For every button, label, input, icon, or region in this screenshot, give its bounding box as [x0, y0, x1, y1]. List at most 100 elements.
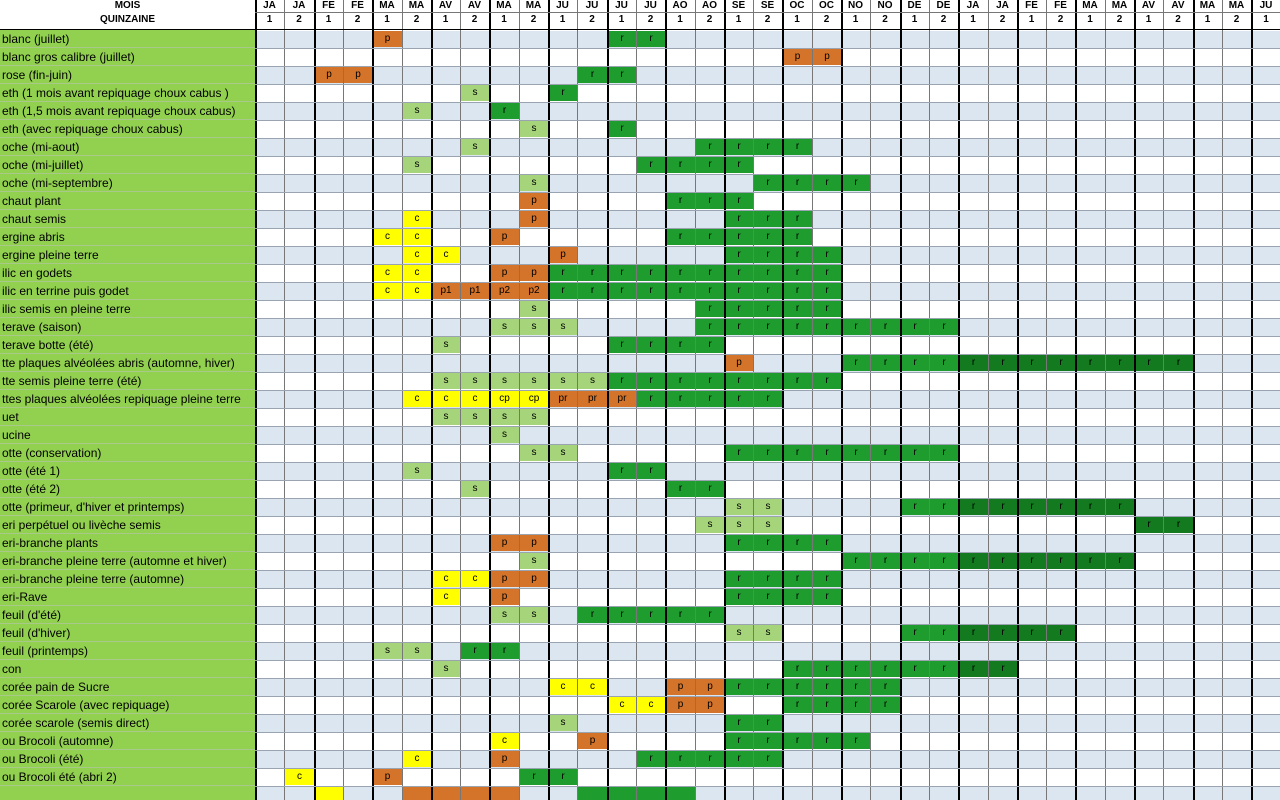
plan-cell-r[interactable]: r — [813, 589, 841, 605]
plan-cell-s[interactable]: s — [403, 157, 431, 173]
plan-cell-d[interactable]: r — [1106, 499, 1134, 515]
plan-cell-s[interactable]: s — [725, 499, 753, 515]
plan-cell-c[interactable]: c — [285, 769, 314, 785]
plan-cell-r[interactable]: r — [666, 481, 695, 497]
plan-cell-r[interactable]: r — [666, 391, 695, 407]
plan-cell-c[interactable]: c — [490, 733, 519, 749]
plan-cell-s[interactable]: s — [520, 121, 548, 137]
plan-cell-r[interactable]: r — [696, 391, 724, 407]
plan-cell-r[interactable]: r — [461, 643, 489, 659]
plan-cell-r[interactable]: r — [725, 265, 753, 281]
plan-cell-r[interactable]: r — [549, 265, 577, 281]
plan-cell-r[interactable]: r — [813, 661, 841, 677]
plan-cell-r[interactable]: r — [754, 589, 782, 605]
plan-cell-p[interactable]: p — [549, 247, 577, 263]
plan-cell-d[interactable]: r — [1076, 355, 1105, 371]
plan-cell-r[interactable]: r — [578, 283, 607, 299]
plan-cell-c[interactable]: c — [403, 391, 431, 407]
plan-cell-p[interactable] — [490, 787, 519, 800]
plan-cell-s[interactable]: s — [461, 481, 489, 497]
plan-cell-d[interactable]: r — [1106, 355, 1134, 371]
plan-cell-r[interactable]: r — [666, 283, 695, 299]
plan-cell-d[interactable]: r — [1018, 355, 1046, 371]
plan-cell-r[interactable]: r — [725, 733, 753, 749]
plan-cell-c[interactable]: c — [432, 589, 460, 605]
plan-cell-c[interactable]: c — [432, 571, 460, 587]
plan-cell-r[interactable]: r — [783, 211, 812, 227]
plan-cell-c[interactable]: c — [578, 679, 607, 695]
plan-cell-r[interactable]: r — [725, 247, 753, 263]
plan-cell-r[interactable]: r — [871, 661, 900, 677]
plan-cell-s[interactable]: s — [461, 409, 489, 425]
plan-cell-p[interactable]: p — [725, 355, 753, 371]
plan-cell-p[interactable]: pr — [549, 391, 577, 407]
plan-cell-r[interactable]: r — [666, 607, 695, 623]
plan-cell-r[interactable]: r — [725, 679, 753, 695]
plan-cell-r[interactable]: r — [696, 607, 724, 623]
plan-cell-r[interactable]: r — [725, 211, 753, 227]
plan-cell-r[interactable]: r — [783, 679, 812, 695]
plan-cell-r[interactable]: r — [901, 553, 929, 569]
plan-cell-s[interactable]: s — [520, 319, 548, 335]
plan-cell-r[interactable]: r — [725, 391, 753, 407]
plan-cell-p[interactable]: p — [783, 49, 812, 65]
plan-cell-r[interactable]: r — [490, 643, 519, 659]
plan-cell-d[interactable]: r — [959, 355, 988, 371]
plan-cell-r[interactable]: r — [842, 733, 870, 749]
plan-cell-r[interactable] — [608, 787, 636, 800]
plan-cell-r[interactable]: r — [608, 283, 636, 299]
plan-cell-r[interactable]: r — [725, 193, 753, 209]
plan-cell-r[interactable]: r — [783, 319, 812, 335]
plan-cell-r[interactable]: r — [754, 139, 782, 155]
plan-cell-d[interactable]: r — [1076, 553, 1105, 569]
plan-cell-r[interactable]: r — [725, 751, 753, 767]
plan-cell-r[interactable]: r — [813, 247, 841, 263]
plan-cell-d[interactable]: r — [959, 499, 988, 515]
plan-cell-s[interactable]: s — [725, 625, 753, 641]
plan-cell-r[interactable]: r — [637, 337, 665, 353]
plan-cell-p[interactable]: p — [373, 769, 402, 785]
plan-cell-p[interactable]: p — [490, 265, 519, 281]
plan-cell-r[interactable]: r — [813, 697, 841, 713]
plan-cell-s[interactable]: s — [549, 445, 577, 461]
plan-cell-s[interactable]: s — [490, 373, 519, 389]
plan-cell-s[interactable]: s — [754, 499, 782, 515]
plan-cell-r[interactable]: r — [813, 283, 841, 299]
plan-cell-r[interactable]: r — [930, 661, 958, 677]
plan-cell-d[interactable]: r — [1047, 625, 1075, 641]
plan-cell-c[interactable]: c — [432, 391, 460, 407]
plan-cell-r[interactable]: r — [871, 319, 900, 335]
plan-cell-d[interactable]: r — [1047, 499, 1075, 515]
plan-cell-r[interactable]: r — [696, 265, 724, 281]
plan-cell-r[interactable]: r — [608, 337, 636, 353]
plan-cell-r[interactable]: r — [813, 571, 841, 587]
plan-cell-r[interactable]: r — [930, 319, 958, 335]
plan-cell-r[interactable]: r — [696, 139, 724, 155]
plan-cell-c[interactable]: c — [373, 283, 402, 299]
plan-cell-s[interactable]: s — [461, 85, 489, 101]
plan-cell-r[interactable]: r — [696, 337, 724, 353]
plan-cell-r[interactable]: r — [901, 319, 929, 335]
plan-cell-r[interactable]: r — [696, 301, 724, 317]
plan-cell-c[interactable]: c — [403, 247, 431, 263]
plan-cell-r[interactable]: r — [725, 445, 753, 461]
plan-cell-r[interactable]: r — [637, 31, 665, 47]
plan-cell-d[interactable]: r — [1047, 553, 1075, 569]
plan-cell-s[interactable]: s — [725, 517, 753, 533]
plan-cell-p[interactable]: p — [696, 679, 724, 695]
plan-cell-r[interactable]: r — [783, 139, 812, 155]
plan-cell-r[interactable]: r — [725, 373, 753, 389]
plan-cell-c[interactable]: c — [461, 571, 489, 587]
plan-cell-r[interactable]: r — [637, 751, 665, 767]
plan-cell-p[interactable]: p1 — [432, 283, 460, 299]
plan-cell-r[interactable]: r — [901, 355, 929, 371]
plan-cell-c[interactable]: c — [403, 265, 431, 281]
plan-cell-r[interactable]: r — [871, 553, 900, 569]
plan-cell-s[interactable]: s — [754, 625, 782, 641]
plan-cell-r[interactable]: r — [813, 373, 841, 389]
plan-cell-r[interactable]: r — [842, 679, 870, 695]
plan-cell-s[interactable]: s — [520, 373, 548, 389]
plan-cell-s[interactable]: s — [490, 409, 519, 425]
plan-cell-d[interactable]: r — [1076, 499, 1105, 515]
plan-cell-r[interactable]: r — [725, 157, 753, 173]
